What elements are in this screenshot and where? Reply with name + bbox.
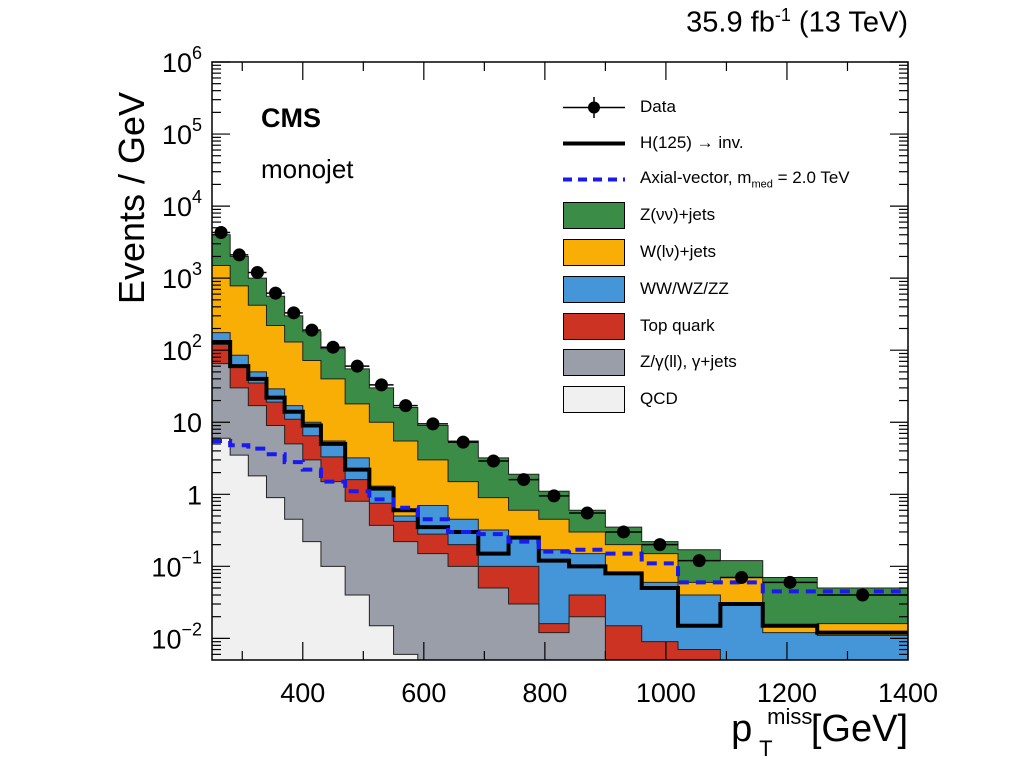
legend-label: Top quark xyxy=(640,316,715,335)
lumi-exponent: -1 xyxy=(774,5,791,25)
data-marker xyxy=(350,359,364,373)
legend-marker-data xyxy=(563,96,625,118)
data-point xyxy=(762,575,818,589)
data-point xyxy=(320,340,346,354)
data-point xyxy=(538,489,570,503)
data-marker xyxy=(456,435,470,449)
y-tick-label: 102 xyxy=(162,331,202,366)
y-tick-label: 10−1 xyxy=(151,547,202,582)
data-point xyxy=(284,306,303,320)
data-marker xyxy=(735,570,749,584)
data-point xyxy=(448,435,479,449)
data-point xyxy=(508,473,539,487)
legend-label: WW/WZ/ZZ xyxy=(640,279,729,298)
x-axis-symbol: p miss T xyxy=(731,704,813,761)
legend-line-higgs xyxy=(563,141,625,145)
x-tick-label: 1000 xyxy=(636,678,696,708)
data-marker xyxy=(783,575,797,589)
y-axis-ticks: 10−2 10−1 1 10 102 103 104 105 106 xyxy=(151,43,908,655)
legend-swatch xyxy=(563,312,625,340)
x-axis-sup: miss xyxy=(767,704,813,729)
y-tick-label: 10 xyxy=(172,408,202,438)
legend-swatch xyxy=(563,385,625,413)
data-marker xyxy=(617,525,631,539)
stack-z-ll-jets xyxy=(212,363,908,660)
y-tick-label: 104 xyxy=(162,187,202,222)
signal-lines xyxy=(212,339,908,635)
data-point xyxy=(266,286,285,300)
y-tick-label: 105 xyxy=(162,115,202,150)
data-marker xyxy=(250,265,264,279)
x-axis-ticks: 400 600 800 1000 1200 1400 xyxy=(241,62,938,708)
data-marker xyxy=(287,306,301,320)
data-marker xyxy=(214,226,228,240)
legend-swatch xyxy=(563,238,625,266)
legend-label: Z(νν)+jets xyxy=(640,205,716,224)
legend-label: QCD xyxy=(640,389,678,408)
data-point xyxy=(393,399,418,413)
data-point xyxy=(369,378,394,392)
x-tick-label: 800 xyxy=(522,678,567,708)
data-marker xyxy=(580,506,594,520)
legend-swatch xyxy=(563,275,625,303)
axial-vector-line xyxy=(212,438,908,594)
stacked-histograms xyxy=(212,234,908,660)
data-marker xyxy=(399,399,413,413)
y-tick-label: 106 xyxy=(162,43,202,78)
legend-line-axial xyxy=(563,177,625,181)
experiment-label: CMS xyxy=(261,103,321,133)
data-point xyxy=(678,554,721,568)
data-marker xyxy=(305,323,319,337)
data-point xyxy=(212,226,231,240)
data-marker xyxy=(547,489,561,503)
data-marker xyxy=(326,340,340,354)
data-point xyxy=(641,538,679,552)
y-axis-title: Events / GeV xyxy=(111,91,152,305)
x-tick-label: 1400 xyxy=(878,678,938,708)
data-marker xyxy=(692,554,706,568)
data-point xyxy=(345,359,370,373)
data-marker xyxy=(426,417,440,431)
data-point xyxy=(817,588,908,602)
x-axis-sub: T xyxy=(759,736,773,761)
legend-label: Data xyxy=(640,97,676,116)
y-tick-label: 103 xyxy=(162,259,202,294)
x-tick-label: 600 xyxy=(401,678,446,708)
data-marker xyxy=(374,378,388,392)
x-tick-label: 400 xyxy=(280,678,325,708)
legend-label: Z/γ(ll), γ+jets xyxy=(640,352,737,371)
data-marker xyxy=(486,454,500,468)
data-marker xyxy=(232,248,246,262)
data-point xyxy=(569,506,606,520)
data-point xyxy=(720,570,763,584)
legend-swatch xyxy=(563,201,625,229)
category-label: monojet xyxy=(261,154,354,184)
legend-label: W(lν)+jets xyxy=(640,242,717,261)
data-marker xyxy=(517,473,531,487)
data-points xyxy=(212,226,908,602)
luminosity-label: 35.9 fb-1 (13 TeV) xyxy=(686,5,908,40)
legend-label: Axial-vector, mmed = 2.0 TeV xyxy=(640,167,850,191)
x-tick-label: 1200 xyxy=(757,678,817,708)
legend-swatch xyxy=(563,348,625,376)
y-tick-label: 1 xyxy=(187,480,202,510)
legend-label: H(125) → inv. xyxy=(640,133,744,152)
data-marker xyxy=(269,286,283,300)
y-tick-label: 10−2 xyxy=(151,619,202,654)
data-point xyxy=(417,417,449,431)
data-point xyxy=(230,248,249,262)
x-axis-unit: [GeV] xyxy=(810,708,908,750)
x-axis-title: p miss T [GeV] xyxy=(731,704,908,761)
lumi-value: 35.9 fb xyxy=(686,6,775,39)
data-point xyxy=(302,323,321,337)
data-point xyxy=(248,265,267,279)
data-marker xyxy=(856,588,870,602)
data-point xyxy=(478,454,509,468)
data-point xyxy=(605,525,642,539)
stack-qcd xyxy=(212,437,908,660)
energy-label: (13 TeV) xyxy=(798,6,908,39)
data-marker xyxy=(653,538,667,552)
